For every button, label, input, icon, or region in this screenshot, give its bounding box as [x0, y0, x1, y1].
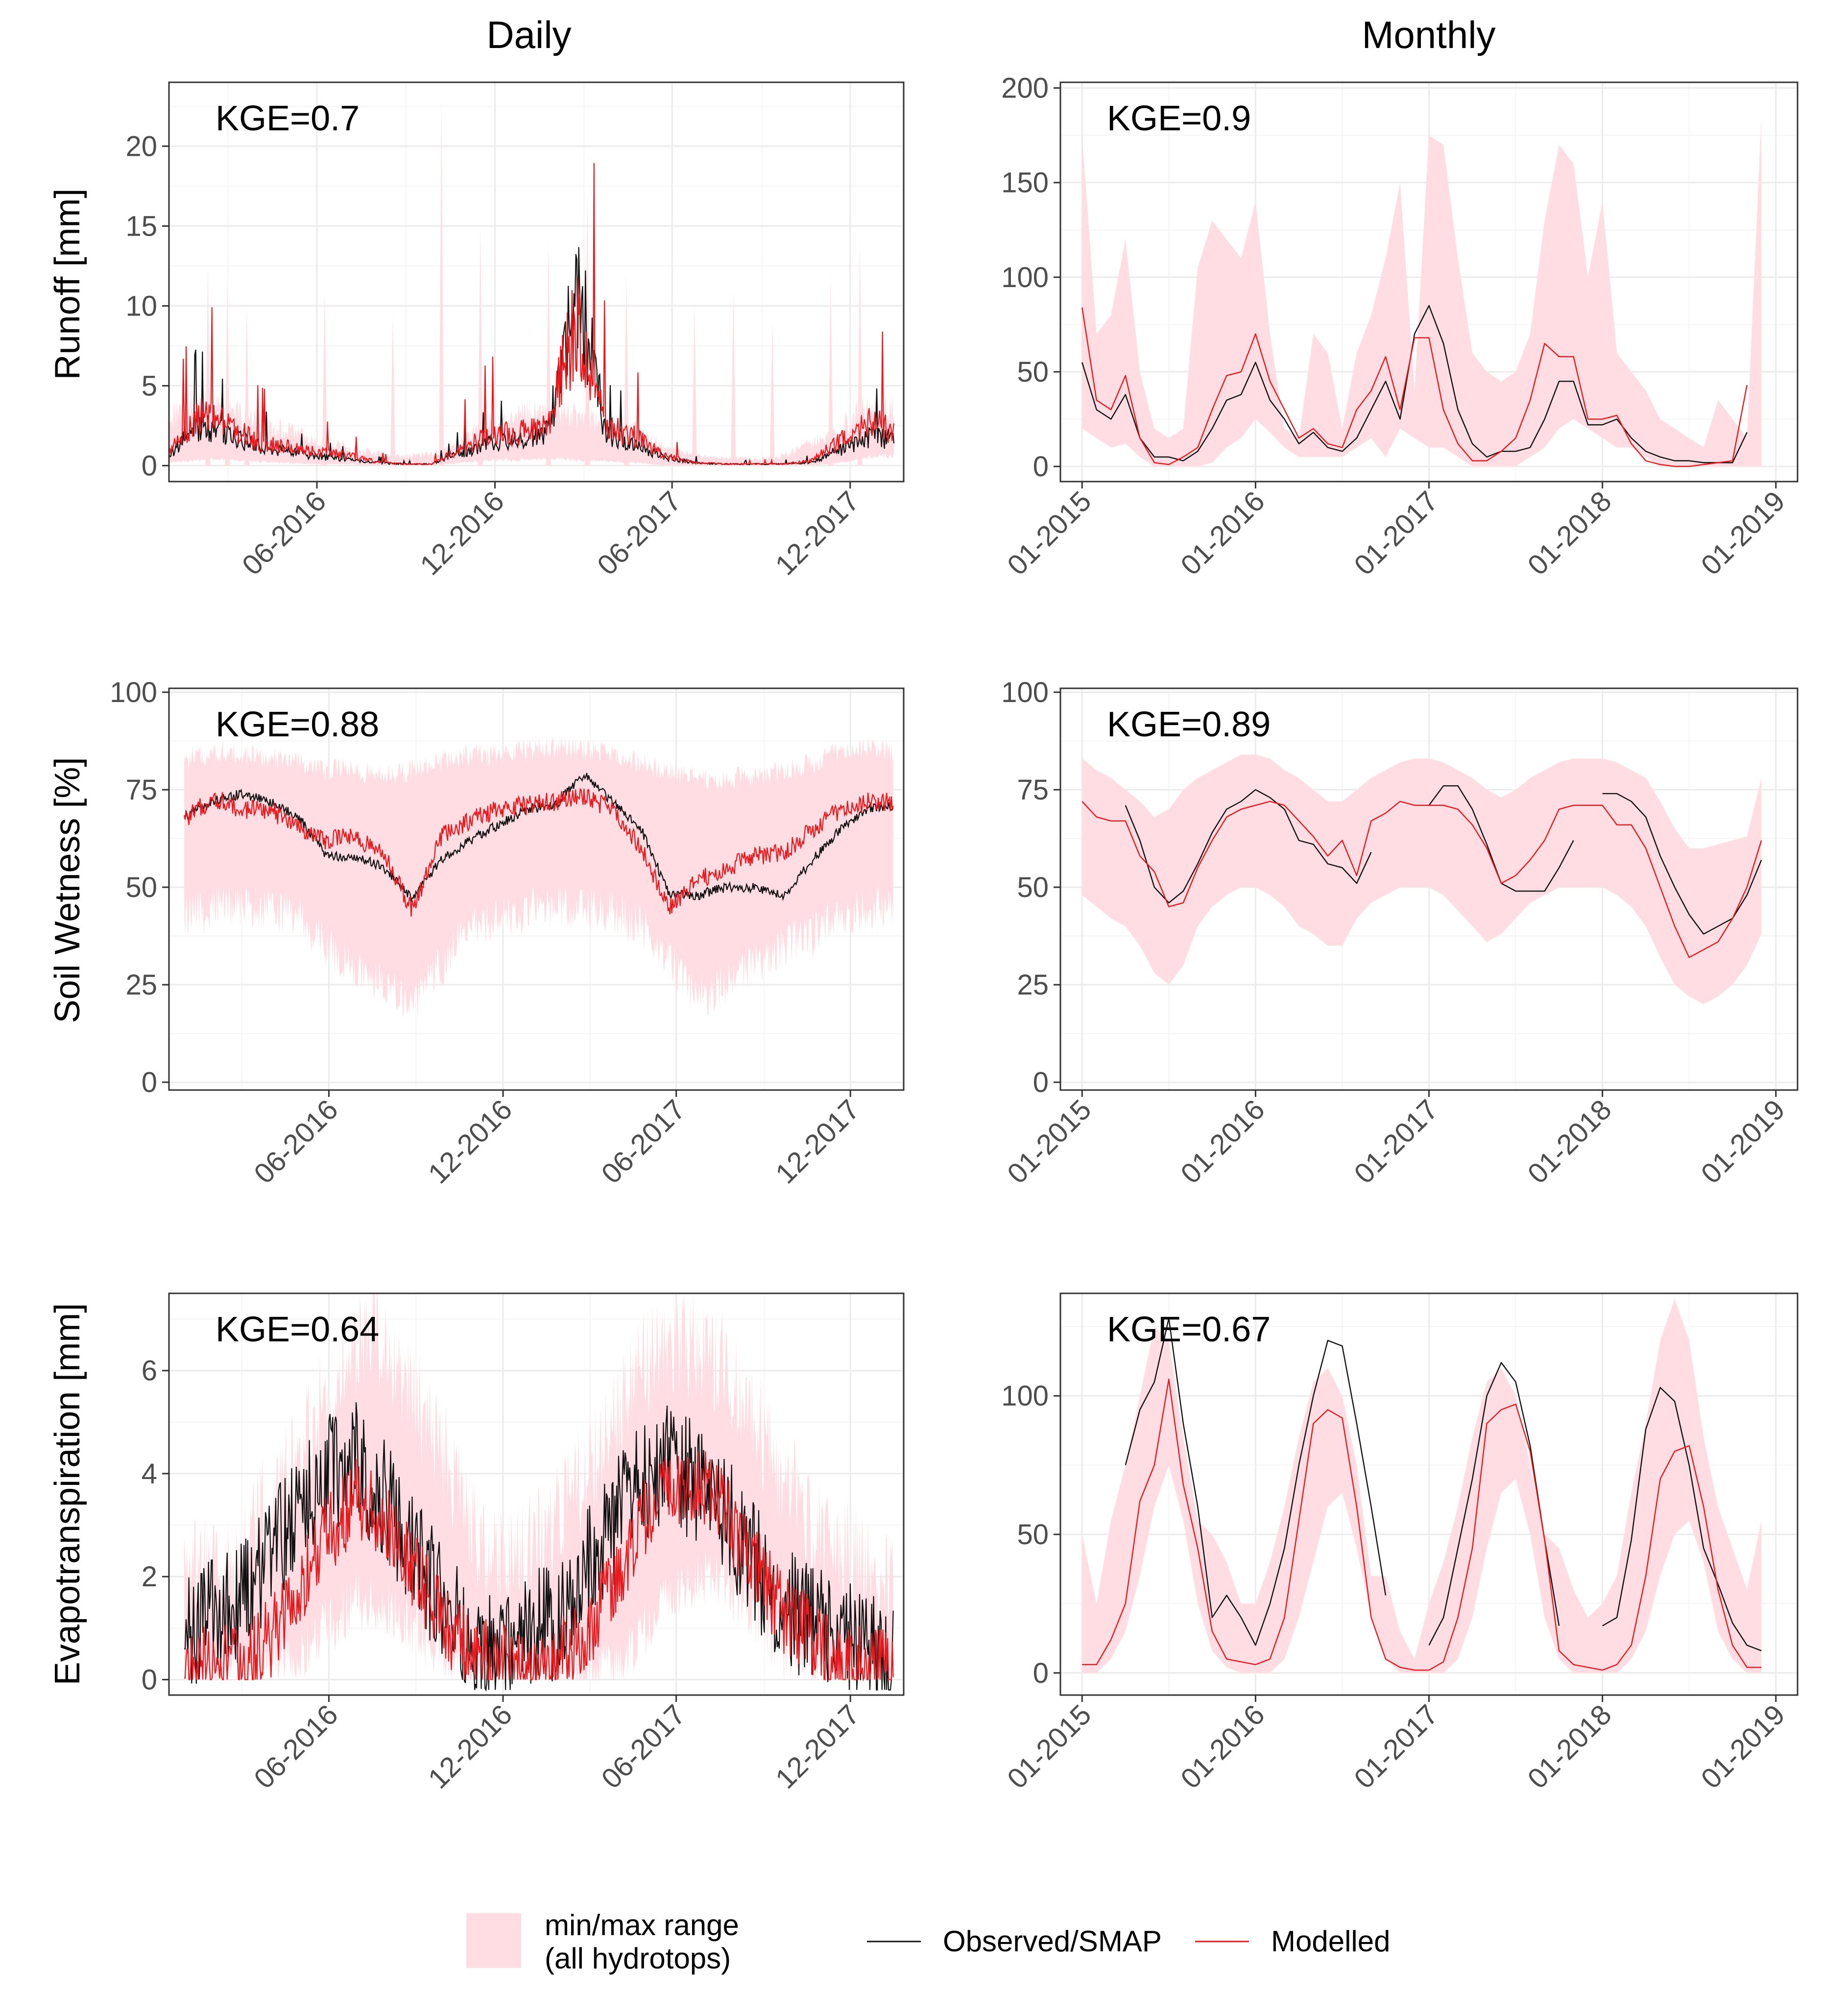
band-spike	[322, 290, 327, 466]
modelled-series	[1081, 307, 1748, 467]
panel-border	[168, 1292, 905, 1696]
y-tick-label: 2	[142, 1561, 157, 1593]
y-tick-label: 100	[110, 677, 157, 708]
y-tick-label: 25	[1017, 969, 1049, 1001]
modelled-series	[184, 788, 894, 917]
y-tick-label: 100	[1001, 677, 1049, 708]
y-tick-label: 6	[142, 1355, 157, 1387]
band-spike	[244, 306, 249, 466]
kge-annotation: KGE=0.7	[216, 99, 360, 138]
kge-annotation: KGE=0.67	[1107, 1310, 1271, 1349]
band-spike	[390, 314, 395, 466]
legend-modelled-label: Modelled	[1271, 1925, 1391, 1958]
ylabel-runoff: Runoff [mm]	[48, 189, 87, 380]
observed-series	[184, 1402, 894, 1692]
y-tick-label: 100	[1001, 1380, 1049, 1412]
y-tick-label: 20	[125, 130, 157, 162]
y-tick-label: 75	[125, 774, 157, 806]
column-title-monthly: Monthly	[1362, 13, 1495, 56]
legend-band-label-line2: (all hydrotops)	[545, 1942, 731, 1975]
column-title-daily: Daily	[486, 13, 571, 56]
minmax-band	[1082, 754, 1762, 1004]
band-spike	[692, 306, 697, 466]
y-tick-label: 0	[1033, 451, 1049, 483]
y-tick-label: 100	[1001, 262, 1049, 293]
plot-area	[184, 1293, 894, 1692]
kge-annotation: KGE=0.89	[1107, 705, 1271, 744]
y-tick-label: 4	[142, 1458, 157, 1490]
y-tick-label: 0	[142, 1664, 157, 1696]
y-tick-label: 0	[1033, 1657, 1049, 1689]
kge-annotation: KGE=0.88	[216, 705, 379, 744]
y-tick-label: 50	[125, 872, 157, 903]
band-spike	[478, 226, 483, 466]
y-tick-label: 50	[1017, 872, 1049, 903]
band-spike	[624, 274, 629, 466]
y-tick-label: 0	[1033, 1067, 1049, 1098]
y-tick-label: 0	[142, 1067, 157, 1098]
y-tick-label: 25	[125, 969, 157, 1001]
plot-area	[169, 98, 895, 466]
y-tick-label: 15	[125, 210, 157, 242]
modelled-series	[169, 163, 895, 466]
band-spike	[857, 242, 863, 466]
legend: min/max range (all hydrotops) Observed/S…	[466, 1909, 1391, 1975]
plot-area	[1082, 1299, 1762, 1673]
legend-band-swatch	[466, 1913, 521, 1968]
y-tick-label: 10	[125, 290, 157, 322]
modelled-series	[1081, 801, 1762, 958]
kge-annotation: KGE=0.64	[216, 1310, 379, 1349]
modelled-series	[184, 1451, 894, 1682]
y-tick-label: 200	[1001, 73, 1049, 104]
modelled-series	[1082, 1379, 1762, 1671]
plot-area	[1081, 754, 1762, 1004]
panel-border	[168, 687, 905, 1091]
y-tick-label: 75	[1017, 774, 1049, 806]
y-tick-label: 0	[142, 450, 157, 482]
band-spike	[769, 322, 775, 466]
plot-area	[184, 736, 894, 1020]
y-tick-label: 50	[1017, 356, 1049, 388]
minmax-band	[184, 736, 893, 1020]
band-spike	[731, 290, 736, 466]
y-tick-label: 150	[1001, 167, 1049, 199]
kge-annotation: KGE=0.9	[1107, 99, 1251, 138]
y-tick-label: 5	[142, 370, 157, 402]
observed-series	[1081, 305, 1748, 463]
minmax-band	[184, 1293, 893, 1680]
band-spike	[439, 98, 444, 466]
plot-area	[1081, 116, 1762, 467]
y-tick-label: 50	[1017, 1519, 1049, 1551]
minmax-band	[1082, 116, 1762, 467]
band-spike	[546, 242, 551, 466]
ylabel-soil-wetness: Soil Wetness [%]	[48, 757, 87, 1023]
band-spike	[828, 274, 833, 466]
legend-band-label-line1: min/max range	[545, 1909, 739, 1941]
legend-observed-label: Observed/SMAP	[943, 1925, 1162, 1958]
band-spike	[585, 194, 590, 466]
ylabel-evapotranspiration: Evapotranspiration [mm]	[48, 1303, 87, 1685]
panel-border	[168, 81, 905, 483]
